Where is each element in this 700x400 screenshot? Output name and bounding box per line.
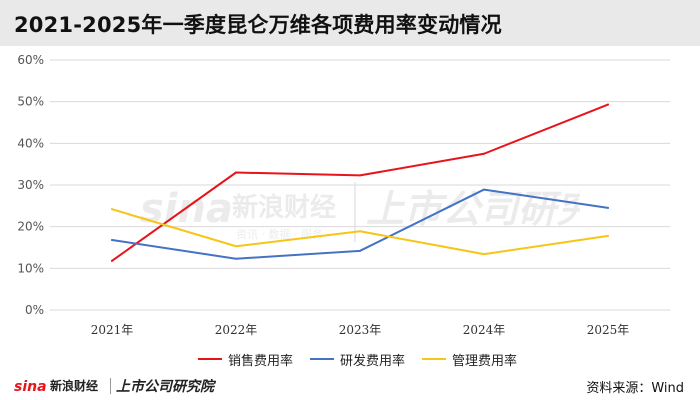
legend: 销售费用率 研发费用率 管理费用率 <box>198 349 518 369</box>
title-bar: 2021-2025年一季度昆仑万维各项费用率变动情况 <box>0 0 700 46</box>
series-lines <box>111 103 609 262</box>
y-axis-ticks: 0% 10% 20% 30% 40% 50% 60% <box>17 53 44 317</box>
data-point-rd <box>607 206 609 209</box>
x-tick-label: 2023年 <box>339 323 382 337</box>
data-point-rd <box>111 239 113 241</box>
legend-item-rd: 研发费用率 <box>310 349 405 369</box>
data-point-admin <box>235 245 237 248</box>
y-tick-label: 10% <box>17 261 44 275</box>
x-axis-ticks: 2021年 2022年 2023年 2024年 2025年 <box>91 323 630 337</box>
y-tick-label: 40% <box>17 136 44 150</box>
brand-institute: 上市公司研究院 <box>116 378 217 395</box>
watermark-caijing: 新浪财经 <box>232 192 336 223</box>
legend-swatch-rd <box>310 358 334 360</box>
data-point-sales <box>607 103 609 106</box>
x-tick-label: 2025年 <box>587 323 630 337</box>
legend-item-admin: 管理费用率 <box>422 349 517 369</box>
sina-brand-logo: sina 新浪财经 上市公司研究院 <box>14 378 217 395</box>
chart-title: 2021-2025年一季度昆仑万维各项费用率变动情况 <box>14 13 502 37</box>
data-point-rd <box>359 249 361 252</box>
x-tick-label: 2021年 <box>91 323 134 337</box>
brand-sina: sina <box>14 379 47 395</box>
data-point-sales <box>235 171 237 174</box>
data-point-sales <box>483 152 485 155</box>
data-point-sales <box>359 174 361 177</box>
y-tick-label: 30% <box>17 178 44 192</box>
legend-swatch-admin <box>422 358 446 360</box>
y-tick-label: 60% <box>17 53 44 67</box>
data-point-admin <box>111 208 113 211</box>
legend-item-sales: 销售费用率 <box>198 349 293 369</box>
watermark-logo: sina 新浪财经 资讯 · 数据 · 服务 上市公司研究院 <box>140 182 580 242</box>
y-tick-label: 0% <box>25 303 44 317</box>
legend-label-rd: 研发费用率 <box>340 353 406 369</box>
line-chart: 0% 10% 20% 30% 40% 50% 60% 2021年 2022年 2023年 2024… <box>17 53 670 337</box>
x-tick-label: 2024年 <box>463 323 506 337</box>
data-point-admin <box>359 230 361 233</box>
data-point-rd <box>235 257 237 260</box>
legend-label-sales: 销售费用率 <box>228 353 294 369</box>
series-line-sales <box>111 103 609 262</box>
grid-lines <box>50 59 670 311</box>
data-point-sales <box>111 259 113 262</box>
source-note: 资料来源：Wind <box>586 381 684 396</box>
data-point-rd <box>483 188 485 191</box>
watermark-sina: sina <box>140 186 233 232</box>
y-tick-label: 50% <box>17 95 44 109</box>
legend-label-admin: 管理费用率 <box>452 353 518 369</box>
x-tick-label: 2022年 <box>215 323 258 337</box>
data-point-admin <box>483 253 485 256</box>
data-point-admin <box>607 234 609 237</box>
y-tick-label: 20% <box>17 220 44 234</box>
legend-swatch-sales <box>198 358 222 360</box>
series-line-rd <box>111 188 609 260</box>
watermark-institute: 上市公司研究院 <box>366 186 580 231</box>
brand-caijing: 新浪财经 <box>50 378 98 393</box>
